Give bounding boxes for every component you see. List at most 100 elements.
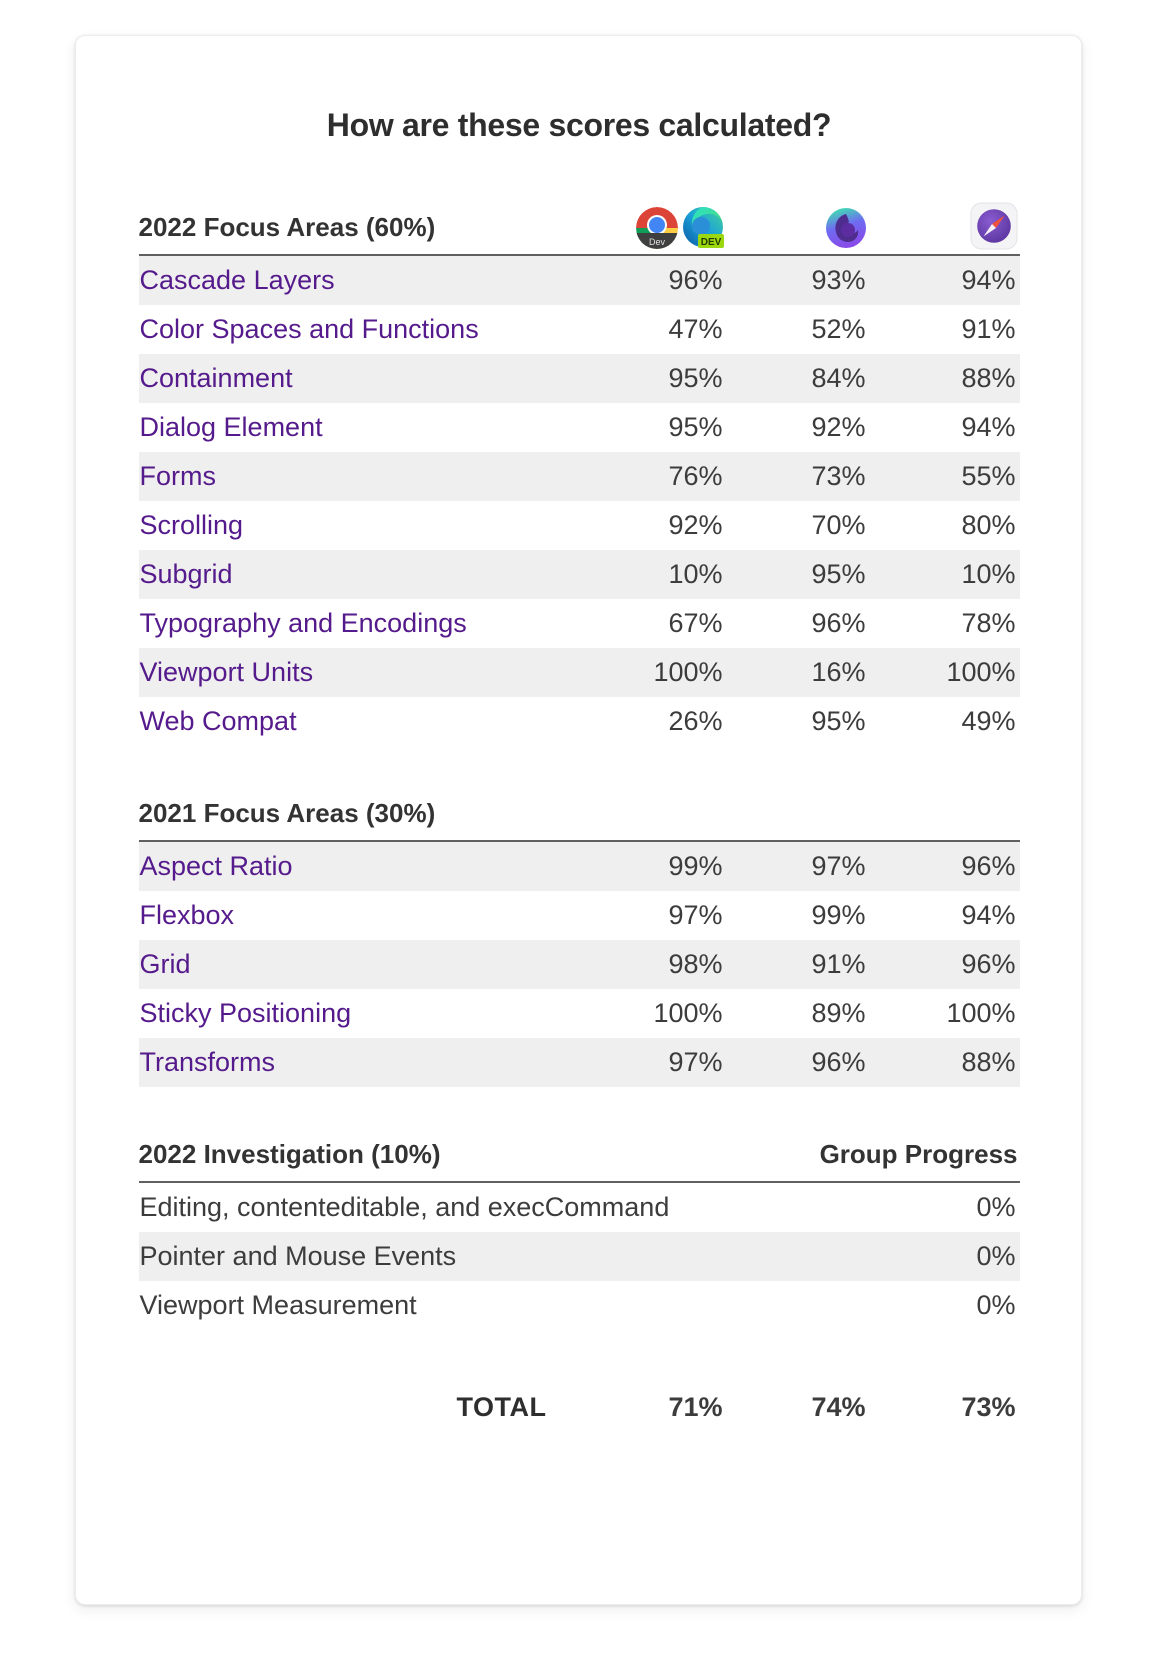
edge-dev-badge-label: DEV — [700, 237, 721, 248]
section-heading: 2022 Focus Areas (60%) — [138, 212, 436, 242]
focus-area-link[interactable]: Grid — [139, 949, 191, 979]
score-cell: 96% — [668, 265, 723, 295]
focus-area-link[interactable]: Scrolling — [139, 510, 244, 540]
table-row: Editing, contenteditable, and execComman… — [139, 1183, 1020, 1232]
table-row: Subgrid 10% 95% 10% — [138, 550, 1020, 599]
score-cell: 99% — [811, 900, 866, 930]
focus-area-link[interactable]: Typography and Encodings — [139, 608, 467, 638]
focus-area-link[interactable]: Aspect Ratio — [139, 851, 293, 881]
section-2021-focus-areas: 2021 Focus Areas (30%) Aspect Ratio 99% … — [138, 798, 1020, 1087]
chrome-dev-icon: Dev — [635, 206, 679, 250]
score-cell: 80% — [961, 510, 1016, 540]
score-cell: 95% — [668, 363, 723, 393]
section-header: 2021 Focus Areas (30%) — [138, 798, 1020, 842]
score-cell: 47% — [668, 314, 723, 344]
progress-cell: 0% — [976, 1290, 1016, 1320]
score-cell: 93% — [811, 265, 866, 295]
score-cell: 94% — [961, 412, 1016, 442]
browser-column-chrome-edge: Dev — [589, 206, 727, 250]
score-cell: 67% — [668, 608, 723, 638]
score-cell: 91% — [811, 949, 866, 979]
group-progress-heading: Group Progress — [819, 1139, 1018, 1169]
focus-area-link[interactable]: Viewport Units — [139, 657, 314, 687]
investigation-label: Editing, contenteditable, and execComman… — [139, 1192, 670, 1222]
score-cell: 10% — [961, 559, 1016, 589]
browser-column-safari — [870, 202, 1020, 250]
safari-tp-icon — [969, 202, 1018, 250]
table-row: Viewport Measurement 0% — [139, 1281, 1020, 1330]
score-calculation-card: How are these scores calculated? 2022 Fo… — [74, 35, 1082, 1605]
focus-area-link[interactable]: Forms — [139, 461, 217, 491]
focus-area-link[interactable]: Subgrid — [139, 559, 233, 589]
table-row: Aspect Ratio 99% 97% 96% — [138, 842, 1020, 891]
score-cell: 95% — [668, 412, 723, 442]
chrome-dev-badge-label: Dev — [648, 237, 665, 247]
score-cell: 94% — [961, 900, 1016, 930]
table-row: Viewport Units 100% 16% 100% — [138, 648, 1020, 697]
score-cell: 10% — [668, 559, 723, 589]
table-row: Sticky Positioning 100% 89% 100% — [139, 989, 1020, 1038]
page-title: How are these scores calculated? — [326, 107, 832, 143]
total-score-cell: 74% — [811, 1392, 866, 1422]
table-row: Cascade Layers 96% 93% 94% — [138, 256, 1020, 305]
score-cell: 96% — [811, 1047, 866, 1077]
total-row: TOTAL 71% 74% 73% — [139, 1383, 1020, 1432]
score-cell: 92% — [811, 412, 866, 442]
section-2022-investigation: 2022 Investigation (10%) Group Progress … — [138, 1139, 1020, 1330]
table-row: Dialog Element 95% 92% 94% — [139, 403, 1020, 452]
score-cell: 100% — [653, 657, 723, 687]
investigation-label: Pointer and Mouse Events — [139, 1241, 457, 1271]
score-cell: 100% — [946, 657, 1016, 687]
table-row: Transforms 97% 96% 88% — [138, 1038, 1020, 1087]
focus-area-link[interactable]: Cascade Layers — [139, 265, 335, 295]
focus-area-link[interactable]: Transforms — [139, 1047, 276, 1077]
focus-area-link[interactable]: Containment — [139, 363, 293, 393]
section-header: 2022 Focus Areas (60%) Dev — [138, 202, 1020, 256]
score-cell: 96% — [961, 949, 1016, 979]
table-row: Flexbox 97% 99% 94% — [139, 891, 1020, 940]
score-cell: 84% — [811, 363, 866, 393]
section-2022-focus-areas: 2022 Focus Areas (60%) Dev — [138, 202, 1020, 746]
focus-area-link[interactable]: Web Compat — [139, 706, 297, 736]
score-cell: 100% — [653, 998, 723, 1028]
score-cell: 96% — [961, 851, 1016, 881]
score-cell: 94% — [961, 265, 1016, 295]
focus-area-link[interactable]: Flexbox — [139, 900, 235, 930]
score-cell: 99% — [668, 851, 723, 881]
score-cell: 88% — [961, 1047, 1016, 1077]
table-row: Containment 95% 84% 88% — [138, 354, 1020, 403]
section-heading: 2021 Focus Areas (30%) — [138, 798, 436, 828]
edge-dev-icon: DEV — [681, 206, 725, 250]
score-cell: 52% — [811, 314, 866, 344]
investigation-label: Viewport Measurement — [139, 1290, 417, 1320]
score-cell: 76% — [668, 461, 723, 491]
score-cell: 26% — [668, 706, 723, 736]
section-header: 2022 Investigation (10%) Group Progress — [138, 1139, 1020, 1183]
browser-column-firefox — [727, 206, 870, 250]
score-cell: 73% — [811, 461, 866, 491]
total-score-cell: 71% — [668, 1392, 723, 1422]
focus-area-link[interactable]: Sticky Positioning — [139, 998, 352, 1028]
table-row: Typography and Encodings 67% 96% 78% — [139, 599, 1020, 648]
score-cell: 91% — [961, 314, 1016, 344]
score-cell: 16% — [811, 657, 866, 687]
table-row: Pointer and Mouse Events 0% — [138, 1232, 1020, 1281]
score-cell: 95% — [811, 706, 866, 736]
score-cell: 97% — [668, 900, 723, 930]
focus-area-link[interactable]: Dialog Element — [139, 412, 323, 442]
score-cell: 97% — [668, 1047, 723, 1077]
score-cell: 95% — [811, 559, 866, 589]
score-cell: 49% — [961, 706, 1016, 736]
score-cell: 55% — [961, 461, 1016, 491]
score-cell: 96% — [811, 608, 866, 638]
score-cell: 100% — [946, 998, 1016, 1028]
table-row: Web Compat 26% 95% 49% — [139, 697, 1020, 746]
score-cell: 78% — [961, 608, 1016, 638]
progress-cell: 0% — [976, 1241, 1016, 1271]
table-row: Grid 98% 91% 96% — [138, 940, 1020, 989]
total-score-cell: 73% — [961, 1392, 1016, 1422]
table-row: Scrolling 92% 70% 80% — [139, 501, 1020, 550]
firefox-nightly-icon — [824, 206, 868, 250]
table-row: Forms 76% 73% 55% — [138, 452, 1020, 501]
focus-area-link[interactable]: Color Spaces and Functions — [139, 314, 479, 344]
